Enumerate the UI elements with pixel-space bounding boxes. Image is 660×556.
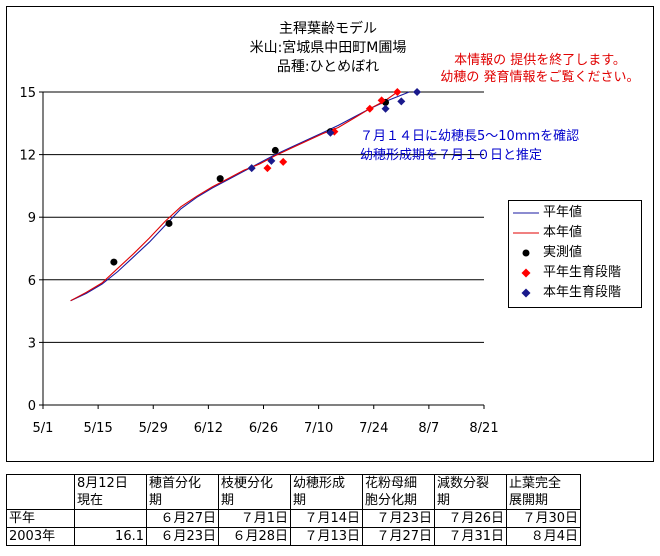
- y-tick-label: 15: [19, 86, 36, 101]
- table-cell: ７月13日: [290, 527, 363, 546]
- observed-point: [165, 219, 173, 227]
- table-row-label: 2003年: [6, 527, 75, 546]
- chart-title-line-1: 主稈葉齢モデル: [279, 21, 377, 37]
- normal-stage-point: [393, 88, 402, 96]
- y-tick-label: 3: [28, 336, 36, 351]
- table-header-row: 8月12日 現在 穂首分化期枝梗分化期幼穂形成期花粉母細 胞分化期 減数分裂期止葉完全展…: [6, 474, 581, 510]
- table-cell: ６月28日: [218, 527, 291, 546]
- legend-item-observed: 実測値: [509, 243, 643, 263]
- chart-plot: 0 3 6 9 12 15 5/1 5/15 5/29 6/12 6/26 7/10 7/24 8/7 8/…: [19, 86, 498, 436]
- observed-point: [216, 175, 224, 183]
- normal-stage-point: [365, 104, 374, 113]
- current-series-line: [70, 91, 398, 302]
- y-tick-label: 12: [19, 149, 36, 164]
- table-cell: ８月4日: [506, 527, 581, 546]
- x-tick-label: 5/15: [84, 421, 113, 436]
- observed-point: [271, 146, 279, 154]
- legend-label-normal-stage: 平年生育段階: [543, 265, 622, 280]
- x-tick-label: 7/24: [359, 421, 388, 436]
- table-row: 2003年 16.1 ６月23日 ６月28日 ７月13日 ７月27日 ７月31日 ８月4日: [6, 527, 581, 546]
- normal-series-line: [70, 91, 410, 302]
- table-header-cell: 8月12日 現在: [74, 474, 147, 510]
- x-tick-label: 5/29: [139, 421, 168, 436]
- notice-line-2: 幼穂の 発育情報をご覧ください。: [440, 70, 640, 85]
- x-tick-label: 6/26: [249, 421, 278, 436]
- legend-swatch-dot-black: [522, 249, 530, 257]
- legend-item-normal-stage: 平年生育段階: [509, 263, 643, 283]
- normal-stage-point: [263, 164, 272, 173]
- grid-lines: [43, 91, 484, 343]
- annotation-line-2: 幼穂形成期を７月１０日と推定: [360, 148, 543, 163]
- table-cell: ７月27日: [362, 527, 435, 546]
- normal-stage-point: [279, 157, 288, 166]
- table-cell: [74, 509, 147, 528]
- y-tick-label: 9: [28, 211, 36, 226]
- current-stage-point: [267, 156, 276, 165]
- legend-label-current-stage: 本年生育段階: [543, 285, 622, 300]
- table-row-label: 平年: [6, 509, 75, 528]
- markers: [110, 88, 422, 266]
- table-cell: 16.1: [74, 527, 147, 546]
- table-cell: ６月27日: [146, 509, 219, 528]
- table-header-cell: 花粉母細 胞分化期: [362, 474, 435, 510]
- legend-swatch-diamond-red: [521, 268, 531, 278]
- current-stage-point: [247, 164, 256, 173]
- legend-label-current: 本年値: [543, 225, 583, 240]
- axes: [39, 91, 485, 409]
- table-cell: ７月26日: [434, 509, 507, 528]
- series: [70, 91, 410, 302]
- table-cell: ７月30日: [506, 509, 581, 528]
- chart-title-line-2: 米山:宮城県中田町M圃場: [249, 40, 407, 56]
- normal-stage-point: [377, 96, 386, 105]
- y-tick-label: 6: [28, 274, 36, 289]
- table-cell: ７月1日: [218, 509, 291, 528]
- x-tick-label: 7/10: [304, 421, 333, 436]
- table-header-cell: [6, 474, 75, 510]
- legend-swatch-diamond-navy: [521, 288, 531, 298]
- annotation-line-1: ７月１４日に幼穂長5～10mmを確認: [360, 129, 580, 144]
- legend-swatch-line-red: [513, 232, 539, 234]
- table-cell: ７月31日: [434, 527, 507, 546]
- current-stage-point: [413, 88, 422, 96]
- table-row: 平年 ６月27日 ７月1日 ７月14日 ７月23日 ７月26日 ７月30日: [6, 509, 581, 528]
- table-header-cell: 幼穂形成期: [290, 474, 363, 510]
- growth-stage-table: 8月12日 現在 穂首分化期枝梗分化期幼穂形成期花粉母細 胞分化期 減数分裂期止葉完全展…: [6, 474, 581, 546]
- table-header-cell: 止葉完全 展開期: [506, 474, 581, 510]
- table-cell: ６月23日: [146, 527, 219, 546]
- current-stage-point: [397, 97, 406, 106]
- legend-item-current: 本年値: [509, 223, 643, 243]
- table-cell: ７月23日: [362, 509, 435, 528]
- table-header-cell: 枝梗分化期: [218, 474, 291, 510]
- table-header-cell: 減数分裂期: [434, 474, 507, 510]
- tick-labels: 0 3 6 9 12 15 5/1 5/15 5/29 6/12 6/26 7/10 7/24 8/7 8/…: [19, 86, 498, 436]
- legend-item-current-stage: 本年生育段階: [509, 283, 643, 303]
- legend-label-normal: 平年値: [543, 205, 583, 220]
- observed-point: [110, 258, 118, 266]
- x-tick-label: 6/12: [194, 421, 223, 436]
- x-tick-label: 5/1: [33, 421, 54, 436]
- notice-line-1: 本情報の 提供を終了します。: [454, 53, 626, 68]
- chart-frame: [6, 6, 654, 462]
- table-cell: ７月14日: [290, 509, 363, 528]
- x-tick-label: 8/21: [469, 421, 498, 436]
- x-tick-label: 8/7: [418, 421, 439, 436]
- current-stage-point: [326, 128, 335, 137]
- chart-legend: 平年値 本年値 実測値 平年生育段階 本年生育段階: [508, 200, 642, 308]
- legend-label-observed: 実測値: [543, 245, 583, 260]
- table-header-cell: 穂首分化期: [146, 474, 219, 510]
- legend-item-normal: 平年値: [509, 203, 643, 223]
- legend-swatch-line-blue: [513, 212, 539, 214]
- y-tick-label: 0: [28, 399, 36, 414]
- chart-title-line-3: 品種:ひとめぼれ: [276, 59, 380, 75]
- current-stage-point: [381, 104, 390, 113]
